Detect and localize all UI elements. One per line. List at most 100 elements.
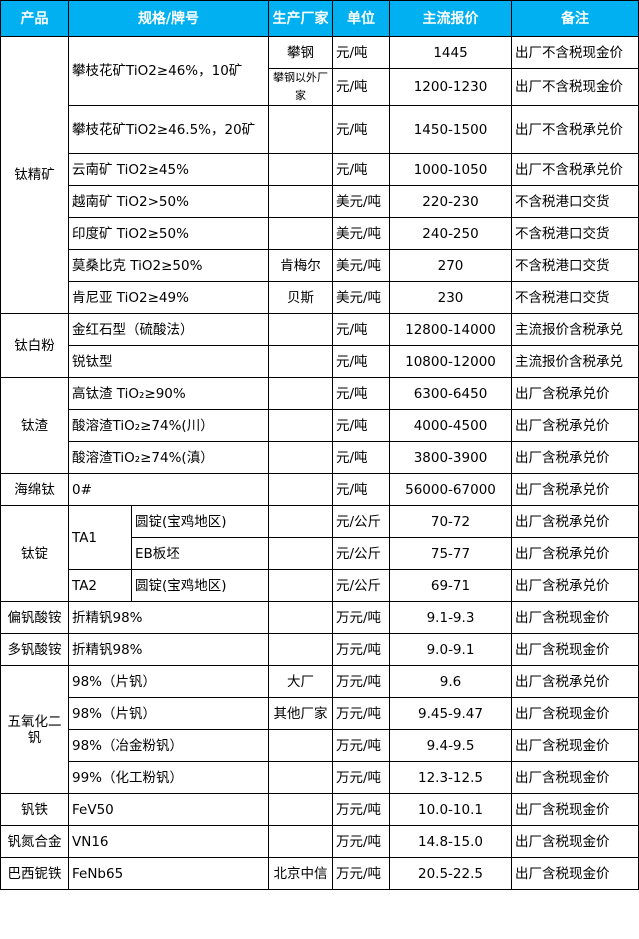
manufacturer-cell bbox=[268, 153, 333, 186]
note-cell: 主流报价含税承兑 bbox=[511, 313, 639, 346]
note-cell: 出厂含税承兑价 bbox=[511, 473, 639, 506]
price-cell: 9.45-9.47 bbox=[389, 697, 512, 730]
spec-cell: 98%（片钒） bbox=[68, 697, 269, 730]
unit-cell: 万元/吨 bbox=[332, 729, 390, 762]
table-row: 多钒酸铵 折精钒98% 万元/吨 9.0-9.1 出厂含税现金价 bbox=[0, 633, 639, 666]
table-row: 五氧化二钒 98%（片钒） 大厂 万元/吨 9.6 出厂含税承兑价 bbox=[0, 665, 639, 794]
table-row: 酸溶渣TiO₂≥74%(川） 元/吨 4000-4500 出厂含税承兑价 bbox=[1, 409, 639, 442]
header-note: 备注 bbox=[511, 0, 639, 37]
price-cell: 1445 bbox=[389, 36, 512, 69]
unit-cell: 元/吨 bbox=[332, 441, 390, 474]
unit-cell: 元/吨 bbox=[332, 153, 390, 186]
manufacturer-cell bbox=[268, 601, 333, 634]
price-cell: 9.4-9.5 bbox=[389, 729, 512, 762]
product-cell: 钒氮合金 bbox=[0, 825, 69, 858]
price-cell: 14.8-15.0 bbox=[389, 825, 512, 858]
note-cell: 出厂含税现金价 bbox=[511, 825, 639, 858]
unit-cell: 元/吨 bbox=[332, 377, 390, 410]
manufacturer-cell: 大厂 bbox=[268, 665, 333, 698]
table-row: 钛精矿 攀枝花矿TiO2≥46%，10矿 攀钢 元/吨 1445 出厂不含税现金价 bbox=[0, 36, 639, 314]
product-cell: 五氧化二钒 bbox=[0, 665, 69, 794]
table-row: 99%（化工粉钒） 万元/吨 12.3-12.5 出厂含税现金价 bbox=[1, 761, 639, 794]
table-row: 海绵钛 0# 元/吨 56000-67000 出厂含税承兑价 bbox=[0, 473, 639, 506]
price-cell: 4000-4500 bbox=[389, 409, 512, 442]
price-cell: 3800-3900 bbox=[389, 441, 512, 474]
unit-cell: 元/吨 bbox=[332, 313, 390, 346]
note-cell: 出厂含税现金价 bbox=[511, 729, 639, 762]
product-cell: 钒铁 bbox=[0, 793, 69, 826]
note-cell: 出厂含税承兑价 bbox=[511, 537, 639, 570]
spec-cell: EB板坯 bbox=[131, 537, 269, 570]
manufacturer-cell bbox=[268, 313, 333, 346]
header-unit: 单位 bbox=[332, 0, 390, 37]
table-row: 钛白粉 金红石型（硫酸法） 元/吨 12800-14000 主流报价含税承兑 bbox=[0, 313, 639, 378]
price-table: 产品 规格/牌号 生产厂家 单位 主流报价 备注 钛精矿 攀枝花矿TiO2≥46%… bbox=[0, 0, 639, 890]
manufacturer-cell: 北京中信 bbox=[268, 857, 333, 890]
unit-cell: 万元/吨 bbox=[332, 601, 390, 634]
price-cell: 270 bbox=[389, 249, 512, 282]
unit-cell: 元/吨 bbox=[332, 473, 390, 506]
price-cell: 9.1-9.3 bbox=[389, 601, 512, 634]
note-cell: 出厂含税承兑价 bbox=[511, 665, 639, 698]
note-cell: 出厂含税承兑价 bbox=[511, 505, 639, 538]
table-body: 钛精矿 攀枝花矿TiO2≥46%，10矿 攀钢 元/吨 1445 出厂不含税现金价 攀钢以外… bbox=[0, 36, 639, 890]
manufacturer-cell: 肯梅尔 bbox=[268, 249, 333, 282]
manufacturer-cell bbox=[268, 345, 333, 378]
unit-cell: 元/公斤 bbox=[332, 569, 390, 602]
header-product: 产品 bbox=[0, 0, 69, 37]
table-row: 云南矿 TiO2≥45% 元/吨 1000-1050 出厂不含税承兑价 bbox=[1, 153, 639, 186]
unit-cell: 万元/吨 bbox=[332, 633, 390, 666]
table-row: 酸溶渣TiO₂≥74%(滇） 元/吨 3800-3900 出厂含税承兑价 bbox=[1, 441, 639, 474]
price-cell: 1450-1500 bbox=[389, 105, 512, 154]
unit-cell: 元/吨 bbox=[332, 345, 390, 378]
note-cell: 不含税港口交货 bbox=[511, 217, 639, 250]
spec-cell: 越南矿 TiO2>50% bbox=[68, 185, 269, 218]
manufacturer-cell bbox=[268, 217, 333, 250]
note-cell: 出厂不含税承兑价 bbox=[511, 153, 639, 186]
note-cell: 出厂含税现金价 bbox=[511, 633, 639, 666]
note-cell: 出厂含税承兑价 bbox=[511, 409, 639, 442]
header-manufacturer: 生产厂家 bbox=[268, 0, 333, 37]
manufacturer-cell bbox=[268, 377, 333, 410]
spec-cell: 高钛渣 TiO₂≥90% bbox=[68, 377, 269, 410]
manufacturer-cell bbox=[268, 185, 333, 218]
spec-cell: 98%（片钒） bbox=[68, 665, 269, 698]
spec-cell: FeV50 bbox=[68, 793, 269, 826]
spec-cell: 折精钒98% bbox=[68, 633, 269, 666]
unit-cell: 万元/吨 bbox=[332, 761, 390, 794]
table-row: 钒铁 FeV50 万元/吨 10.0-10.1 出厂含税现金价 bbox=[0, 793, 639, 826]
spec-cell: 折精钒98% bbox=[68, 601, 269, 634]
price-cell: 10.0-10.1 bbox=[389, 793, 512, 826]
price-cell: 70-72 bbox=[389, 505, 512, 538]
product-cell: 海绵钛 bbox=[0, 473, 69, 506]
product-cell: 钛精矿 bbox=[0, 36, 69, 314]
unit-cell: 万元/吨 bbox=[332, 825, 390, 858]
unit-cell: 元/公斤 bbox=[332, 537, 390, 570]
price-cell: 1200-1230 bbox=[389, 68, 512, 106]
spec-cell: VN16 bbox=[68, 825, 269, 858]
spec-cell: 0# bbox=[68, 473, 269, 506]
manufacturer-cell bbox=[268, 761, 333, 794]
header-price: 主流报价 bbox=[389, 0, 512, 37]
unit-cell: 美元/吨 bbox=[332, 249, 390, 282]
note-cell: 主流报价含税承兑 bbox=[511, 345, 639, 378]
note-cell: 出厂含税承兑价 bbox=[511, 569, 639, 602]
manufacturer-cell bbox=[268, 409, 333, 442]
table-row: 攀钢以外厂家 元/吨 1200-1230 出厂不含税现金价 bbox=[1, 68, 639, 106]
table-row: 钛锭 TA1 圆锭(宝鸡地区) 元/公斤 70-72 出厂含税承兑价 bbox=[0, 505, 639, 602]
unit-cell: 万元/吨 bbox=[332, 857, 390, 890]
table-row: 偏钒酸铵 折精钒98% 万元/吨 9.1-9.3 出厂含税现金价 bbox=[0, 601, 639, 634]
table-row: 莫桑比克 TiO2≥50% 肯梅尔 美元/吨 270 不含税港口交货 bbox=[1, 249, 639, 282]
manufacturer-cell bbox=[268, 825, 333, 858]
manufacturer-cell bbox=[268, 441, 333, 474]
manufacturer-cell: 贝斯 bbox=[268, 281, 333, 314]
product-cell: 钛白粉 bbox=[0, 313, 69, 378]
spec-cell: 98%（冶金粉钒） bbox=[68, 729, 269, 762]
unit-cell: 元/吨 bbox=[332, 409, 390, 442]
price-cell: 12.3-12.5 bbox=[389, 761, 512, 794]
price-cell: 240-250 bbox=[389, 217, 512, 250]
unit-cell: 美元/吨 bbox=[332, 281, 390, 314]
note-cell: 出厂含税现金价 bbox=[511, 857, 639, 890]
note-cell: 出厂含税现金价 bbox=[511, 601, 639, 634]
manufacturer-cell bbox=[268, 569, 333, 602]
